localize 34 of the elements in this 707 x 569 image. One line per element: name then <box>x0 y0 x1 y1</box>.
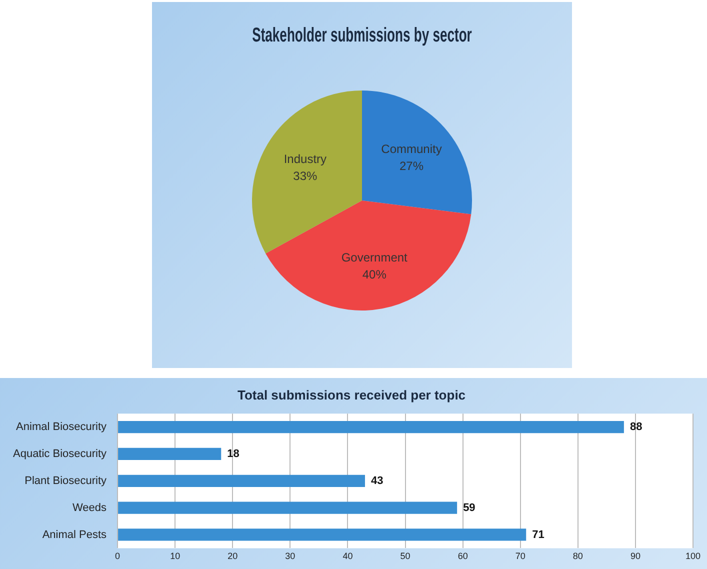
slice-label: Community <box>381 142 442 156</box>
chart-title: Total submissions received per topic <box>237 387 466 402</box>
x-tick-label: 90 <box>630 551 640 562</box>
data-label: 71 <box>532 528 544 541</box>
bar <box>118 528 526 541</box>
slice-label: Government <box>341 250 408 264</box>
bar <box>118 502 458 514</box>
x-tick-label: 60 <box>458 551 468 562</box>
y-tick-label: Animal Pests <box>42 528 108 541</box>
data-label: 40% <box>362 267 387 282</box>
data-label: 18 <box>227 448 240 460</box>
data-label: 27% <box>399 158 424 173</box>
x-tick-label: 70 <box>515 551 526 562</box>
x-tick-label: 20 <box>228 551 238 562</box>
x-tick-label: 50 <box>400 551 410 562</box>
x-tick-label: 40 <box>342 551 353 562</box>
x-tick-label: 0 <box>115 551 120 562</box>
y-tick-label: Plant Biosecurity <box>24 474 108 487</box>
x-tick-label: 100 <box>685 551 701 562</box>
y-tick-label: Weeds <box>72 502 108 514</box>
x-tick-label: 30 <box>285 551 296 562</box>
bar <box>118 474 365 487</box>
data-label: 59 <box>463 502 476 514</box>
data-label: 43 <box>370 474 384 487</box>
y-tick-label: Animal Biosecurity <box>16 421 108 434</box>
slice-label: Industry <box>284 152 327 166</box>
x-tick-label: 10 <box>170 551 180 562</box>
data-label: 88 <box>630 421 642 434</box>
bar <box>118 448 222 460</box>
data-label: 33% <box>293 168 318 183</box>
chart-title: Stakeholder submissions by sector <box>252 24 472 46</box>
bar <box>118 421 624 434</box>
y-tick-label: Aquatic Biosecurity <box>12 448 108 460</box>
x-tick-label: 80 <box>572 551 583 562</box>
